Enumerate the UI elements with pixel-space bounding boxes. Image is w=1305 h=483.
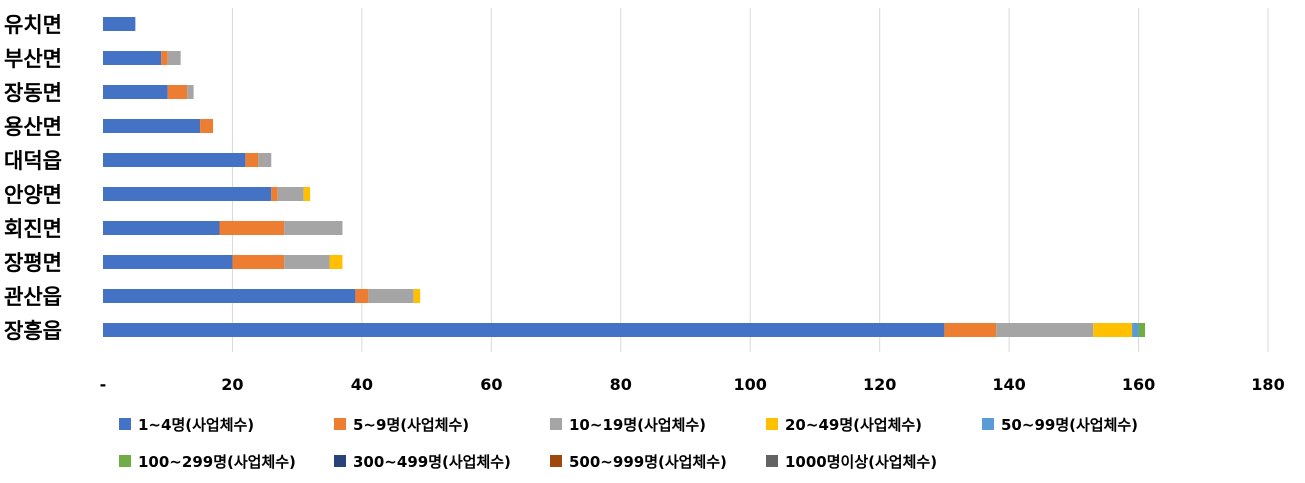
legend-item: 300~499명(사업체수) [334,453,511,471]
legend-item: 1000명이상(사업체수) [766,453,937,471]
bar-segment [219,221,285,235]
x-tick-label: 140 [992,375,1025,394]
bar-segment [329,255,343,269]
bar-segment [277,187,304,201]
legend-swatch [550,455,562,467]
bar-segment [200,119,214,133]
bar-segment [271,187,278,201]
legend-item: 50~99명(사업체수) [982,416,1138,434]
legend-swatch [119,455,131,467]
bar-segment [258,153,272,167]
legend-label: 300~499명(사업체수) [353,453,511,471]
category-label: 회진면 [4,217,62,241]
legend-label: 500~999명(사업체수) [569,453,727,471]
legend-label: 20~49명(사업체수) [785,416,922,434]
legend-item: 1~4명(사업체수) [119,416,254,434]
bar-segment [103,289,356,303]
bar-segment [232,255,285,269]
legend-label: 5~9명(사업체수) [353,416,469,434]
legend-label: 100~299명(사업체수) [138,453,296,471]
bar-segment [187,85,194,99]
bar-segment [103,323,945,337]
bar-segment [245,153,259,167]
bar-segment [167,85,188,99]
bar-segment [103,51,162,65]
legend-label: 1~4명(사업체수) [138,416,254,434]
bar-segment [355,289,369,303]
bar-segment [413,289,421,303]
x-tick-label: 40 [351,375,373,394]
category-label: 관산읍 [4,285,62,309]
bar-segment [103,85,168,99]
bar-segment [284,255,330,269]
bar-segment [1093,323,1133,337]
category-label: 장흥읍 [4,319,62,343]
bar-segment [103,153,246,167]
x-axis-tick-labels: - 20 40 60 80 100 120 140 160 180 [100,375,1285,394]
bar-segment [103,255,233,269]
legend-swatch [766,418,778,430]
x-tick-label: 20 [221,375,243,394]
legend-swatch [334,455,346,467]
gridlines [231,8,1269,352]
x-tick-label: 120 [863,375,896,394]
x-tick-label: 100 [734,375,767,394]
category-label: 유치면 [4,13,62,37]
bar-segment [103,17,136,31]
legend-item: 20~49명(사업체수) [766,416,922,434]
legend-swatch [550,418,562,430]
category-label: 대덕읍 [4,149,62,173]
bar-segment [103,187,272,201]
bar-segment [1138,323,1146,337]
bar-segment [103,221,220,235]
category-label: 안양면 [4,183,62,207]
legend-label: 1000명이상(사업체수) [785,453,937,471]
bar-segment [996,323,1094,337]
x-tick-label: - [100,375,107,394]
legend-label: 50~99명(사업체수) [1001,416,1138,434]
x-tick-label: 180 [1251,375,1284,394]
x-tick-label: 160 [1122,375,1155,394]
category-label: 부산면 [4,47,62,71]
legend-item: 10~19명(사업체수) [550,416,706,434]
bar-segment [103,119,201,133]
legend-swatch [766,455,778,467]
x-tick-label: 80 [610,375,632,394]
bars [103,17,1146,337]
x-tick-label: 60 [480,375,502,394]
legend: 1~4명(사업체수) 5~9명(사업체수) 10~19명(사업체수) 20~49명(사… [119,416,1138,471]
bar-segment [167,51,181,65]
bar-segment [1132,323,1139,337]
category-label: 장동면 [4,81,62,105]
bar-segment [303,187,311,201]
bar-segment [944,323,997,337]
category-label: 용산면 [4,115,62,139]
bar-segment [368,289,414,303]
legend-swatch [982,418,994,430]
legend-item: 5~9명(사업체수) [334,416,469,434]
legend-swatch [119,418,131,430]
bar-segment [284,221,343,235]
legend-swatch [334,418,346,430]
legend-item: 100~299명(사업체수) [119,453,296,471]
category-label: 장평면 [4,251,62,275]
bar-segment [161,51,168,65]
legend-item: 500~999명(사업체수) [550,453,727,471]
legend-label: 10~19명(사업체수) [569,416,706,434]
